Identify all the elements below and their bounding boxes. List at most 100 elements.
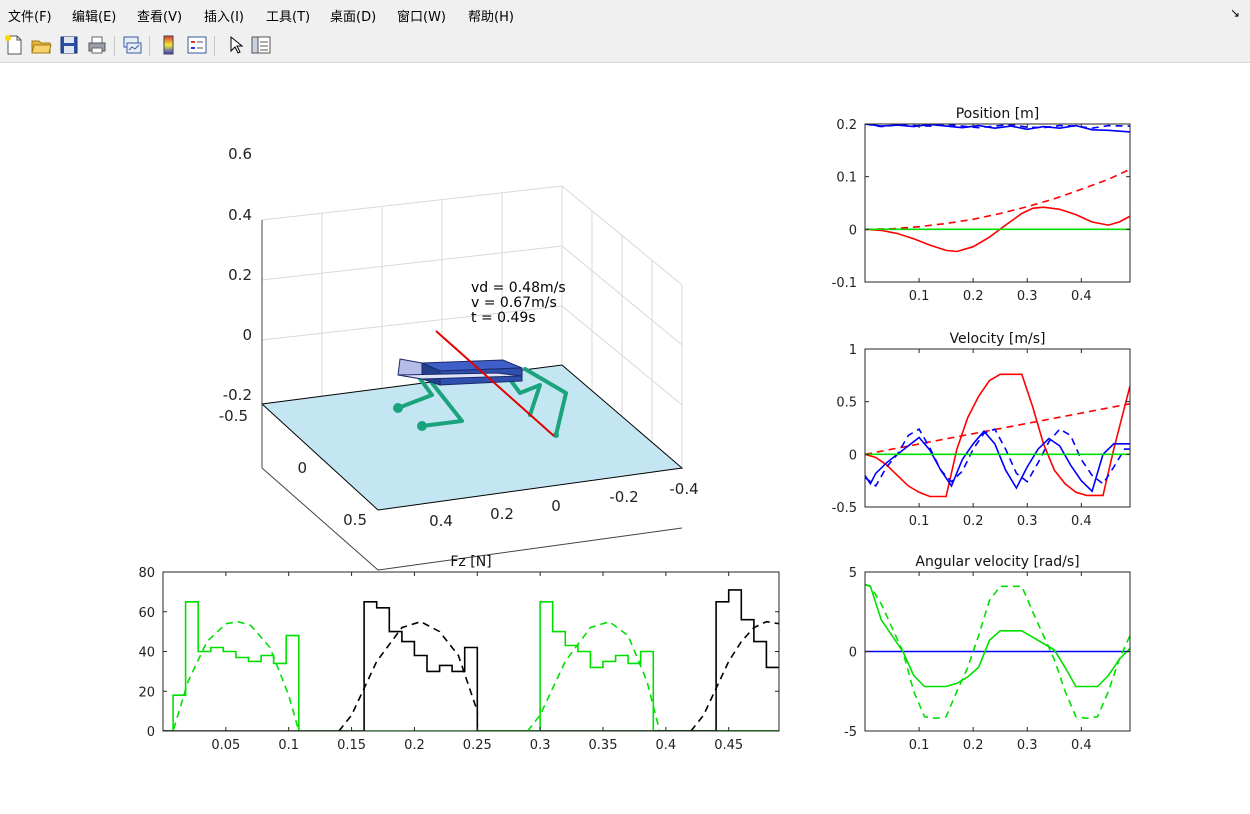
y-tick-label: 80 (138, 566, 155, 581)
series-line (526, 620, 661, 731)
y-tick-label: 0.5 (836, 396, 857, 411)
angular-velocity-plot: 0.1 0.2 0.3 0.4 -5 0 5 Angular velocity [rad/s] (844, 554, 1131, 753)
x-tick-label: 0.4 (1071, 514, 1092, 529)
series-line (865, 428, 1130, 488)
x-tick-label: 0.2 (404, 738, 425, 753)
plot-border (864, 123, 1131, 283)
toolbar (0, 30, 1250, 63)
y-tick-label: 0 (849, 448, 857, 463)
plot-area (163, 572, 779, 731)
menu-tools[interactable]: 工具(T) (266, 10, 311, 25)
y-tick-label: 0 (297, 459, 307, 477)
menu-edit[interactable]: 编辑(E) (72, 10, 117, 25)
x-tick-label: 0.45 (714, 738, 743, 753)
series-line (477, 600, 779, 731)
series-line (865, 403, 1130, 456)
x-tick-label: 0.4 (429, 512, 453, 530)
property-inspector-icon[interactable] (250, 34, 272, 56)
x-tick-label: 0.2 (490, 505, 514, 523)
x-tick-label: -0.4 (669, 480, 698, 498)
z-tick-label: 0.6 (228, 145, 252, 163)
dock-arrow-icon[interactable]: ↘ (1229, 6, 1240, 20)
y-tick-label: 5 (849, 566, 857, 581)
robot-feet (393, 403, 559, 438)
x-tick-label: 0.3 (1017, 289, 1038, 304)
plot-title: Angular velocity [rad/s] (915, 554, 1079, 570)
menu-bar: 文件(F) 编辑(E) 查看(V) 插入(I) 工具(T) 桌面(D) 窗口(W… (0, 0, 1250, 30)
print-icon[interactable] (86, 34, 108, 56)
y-tick-label: 0 (147, 725, 155, 740)
series-line (163, 600, 779, 731)
x-tick-label: -0.2 (609, 488, 638, 506)
x-tick-label: 0.1 (278, 738, 299, 753)
x-tick-label: 0.1 (909, 514, 930, 529)
series-line (865, 583, 1130, 720)
series-line (163, 620, 300, 731)
y-tick-label: 1 (849, 343, 857, 358)
toolbar-separator (214, 36, 215, 56)
plot-title: Velocity [m/s] (950, 331, 1046, 347)
x-tick-label: 0.3 (530, 738, 551, 753)
position-plot: 0.1 0.2 0.3 0.4 -0.1 0 0.1 0.2 Position [m] (832, 106, 1131, 304)
series-line (865, 206, 1130, 253)
menu-help[interactable]: 帮助(H) (468, 10, 514, 25)
x-tick-label: 0.2 (963, 738, 984, 753)
y-tick-label: 0.5 (343, 511, 367, 529)
y-tick-label: -0.5 (832, 501, 857, 516)
legend-icon[interactable] (186, 34, 208, 56)
open-icon[interactable] (30, 34, 52, 56)
menu-desktop[interactable]: 桌面(D) (330, 10, 377, 25)
plot-lines (865, 373, 1130, 498)
toolbar-separator (114, 36, 115, 56)
new-figure-icon[interactable] (3, 34, 25, 56)
fz-plot: 0.05 0.1 0.15 0.2 0.25 0.3 0.35 0.4 0.45 0 20 40 60 8… (138, 554, 780, 753)
x-tick-label: 0.3 (1017, 738, 1038, 753)
velocity-plot: 0.1 0.2 0.3 0.4 -0.5 0 0.5 1 Velocity [m/s] (832, 331, 1131, 529)
select-arrow-icon[interactable] (224, 34, 246, 56)
y-tick-label: 0 (849, 223, 857, 238)
menu-insert[interactable]: 插入(I) (204, 10, 244, 25)
y-tick-label: 0 (849, 646, 857, 661)
series-line (690, 620, 779, 731)
link-plot-icon[interactable] (121, 34, 143, 56)
x-tick-label: 0.1 (909, 738, 930, 753)
y-tick-label: 40 (138, 646, 155, 661)
x-tick-label: 0 (551, 497, 561, 515)
figure-svg: vd = 0.48m/s v = 0.67m/s t = 0.49s 0.6 0… (138, 106, 1131, 753)
colorbar-icon[interactable] (158, 34, 180, 56)
series-line (163, 600, 779, 731)
x-tick-label: 0.2 (963, 514, 984, 529)
z-tick-label: 0.4 (228, 206, 252, 224)
plot-title: Position [m] (956, 106, 1040, 122)
menu-file[interactable]: 文件(F) (8, 10, 52, 25)
x-tick-label: 0.1 (909, 289, 930, 304)
series-line (865, 429, 1130, 493)
plot-area (865, 124, 1130, 282)
x-tick-label: 0.35 (589, 738, 618, 753)
z-tick-label: -0.2 (223, 386, 252, 404)
annotation-vd: vd = 0.48m/s (471, 280, 566, 296)
x-tick-label: 0.15 (337, 738, 366, 753)
plot-border (864, 348, 1131, 508)
series-line (865, 373, 1130, 498)
plot-lines (163, 589, 779, 731)
scene3d-axes (261, 220, 683, 571)
y-tick-label: -0.1 (832, 276, 857, 291)
y-tick-label: -5 (844, 725, 857, 740)
x-tick-label: 0.2 (963, 289, 984, 304)
series-line (653, 589, 779, 731)
menu-window[interactable]: 窗口(W) (397, 10, 446, 25)
annotation-t: t = 0.49s (471, 310, 536, 326)
x-tick-label: 0.4 (1071, 738, 1092, 753)
series-line (865, 583, 1130, 688)
annotation-v: v = 0.67m/s (471, 295, 557, 311)
save-icon[interactable] (58, 34, 80, 56)
plot-title: Fz [N] (450, 554, 491, 570)
menu-view[interactable]: 查看(V) (137, 10, 183, 25)
y-tick-label: 0.2 (836, 118, 857, 133)
x-tick-label: 0.4 (656, 738, 677, 753)
y-tick-label: -0.5 (219, 407, 248, 425)
x-tick-label: 0.05 (211, 738, 240, 753)
x-tick-label: 0.25 (463, 738, 492, 753)
series-line (865, 168, 1130, 231)
